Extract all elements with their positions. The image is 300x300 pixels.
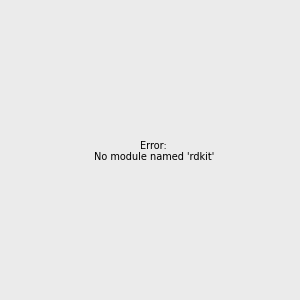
- Text: Error:
No module named 'rdkit': Error: No module named 'rdkit': [94, 141, 214, 162]
